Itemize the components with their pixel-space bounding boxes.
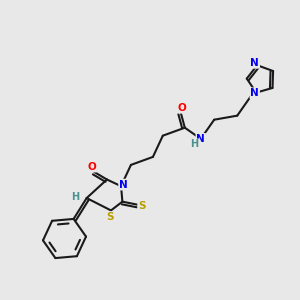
- Text: H: H: [71, 192, 79, 202]
- Text: S: S: [138, 201, 146, 211]
- Text: H: H: [190, 139, 198, 149]
- Text: N: N: [196, 134, 205, 144]
- Text: O: O: [177, 103, 186, 113]
- Text: S: S: [106, 212, 114, 222]
- Text: N: N: [119, 180, 128, 190]
- Text: N: N: [250, 58, 259, 68]
- Text: N: N: [250, 88, 259, 98]
- Text: O: O: [88, 162, 96, 172]
